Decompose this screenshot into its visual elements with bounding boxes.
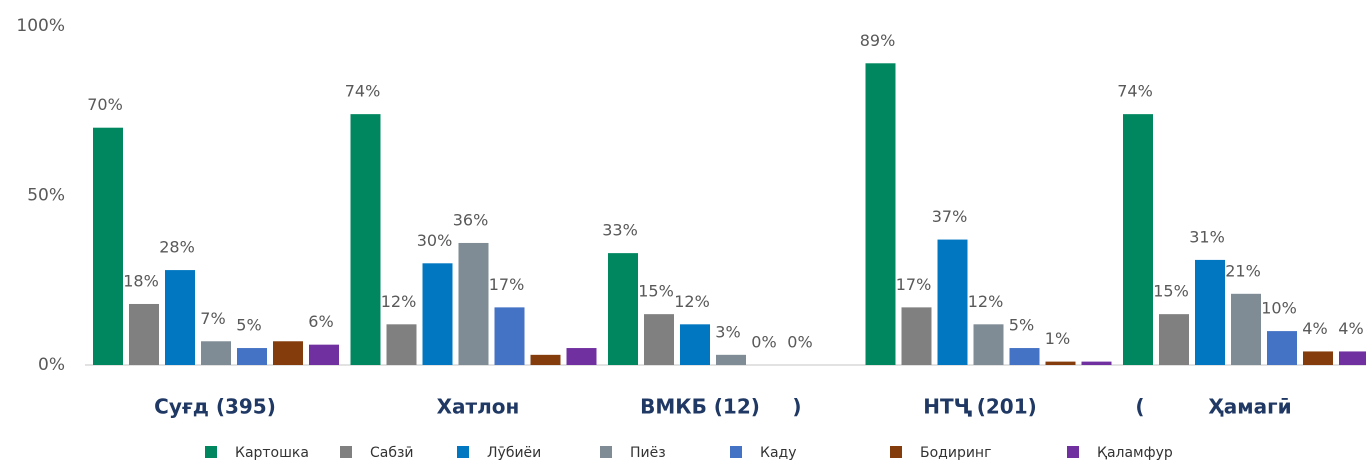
legend-marker (205, 446, 217, 458)
x-tick-label: Суғд (395) (154, 395, 276, 419)
bar (422, 263, 453, 365)
bar (1009, 348, 1040, 365)
bar (273, 341, 303, 365)
bar (93, 127, 123, 365)
bar (566, 348, 597, 365)
data-label: 15% (638, 282, 674, 301)
data-label: 28% (159, 238, 195, 257)
data-label: 30% (417, 231, 453, 250)
bar (458, 242, 489, 365)
y-tick-label: 0% (38, 355, 65, 375)
bar (608, 253, 638, 365)
data-label: 31% (1189, 227, 1225, 246)
bar (350, 114, 381, 365)
bar (901, 307, 932, 365)
data-label: 5% (1009, 316, 1034, 335)
data-label: 12% (381, 292, 417, 311)
data-label: 21% (1225, 261, 1261, 280)
data-label: 0% (751, 333, 776, 352)
bar (1267, 331, 1297, 365)
bar (644, 314, 674, 365)
data-label: 36% (453, 210, 489, 229)
data-label: 89% (860, 31, 896, 50)
annotation: ) (792, 395, 801, 419)
x-tick-label: Ҳамагӣ (1208, 395, 1291, 419)
data-label: 74% (1117, 82, 1153, 101)
data-label: 18% (123, 271, 159, 290)
bar (1339, 351, 1366, 365)
legend-marker (457, 446, 469, 458)
data-label: 70% (87, 95, 123, 114)
bar (865, 63, 896, 365)
bar (237, 348, 267, 365)
data-label: 4% (1338, 319, 1363, 338)
data-label: 17% (896, 275, 932, 294)
bar (1123, 114, 1153, 365)
y-tick-label: 100% (16, 16, 65, 36)
data-label: 3% (715, 322, 740, 341)
data-label: 12% (674, 292, 710, 311)
legend-label: Сабзӣ (370, 445, 414, 461)
legend-label: Картошка (235, 445, 309, 461)
bar (129, 303, 159, 365)
data-label: 4% (1302, 319, 1327, 338)
bar (937, 239, 968, 365)
bar (386, 324, 417, 365)
annotation: ( (1135, 395, 1144, 419)
data-label: 33% (602, 221, 638, 240)
legend-label: Лӯбиёи (487, 445, 541, 461)
data-label: 1% (1045, 329, 1070, 348)
bar (1081, 361, 1112, 365)
data-label: 12% (968, 292, 1004, 311)
legend-label: Каду (760, 445, 796, 461)
bar (201, 341, 231, 365)
legend-marker (600, 446, 612, 458)
legend-marker (340, 446, 352, 458)
bar (309, 344, 339, 365)
legend-marker (890, 446, 902, 458)
data-label: 7% (200, 309, 225, 328)
x-tick-label: Хатлон (437, 395, 520, 419)
legend-marker (1067, 446, 1079, 458)
data-label: 5% (236, 316, 261, 335)
bar (494, 307, 525, 365)
data-label: 37% (932, 207, 968, 226)
bar (1303, 351, 1333, 365)
bar (530, 354, 561, 365)
data-label: 6% (308, 312, 333, 331)
legend-label: Бодиринг (920, 445, 991, 461)
data-label: 10% (1261, 299, 1297, 318)
bar (680, 324, 710, 365)
legend-label: Қаламфур (1097, 445, 1173, 461)
bar (1231, 293, 1261, 365)
data-label: 74% (345, 82, 381, 101)
data-label: 0% (787, 333, 812, 352)
bar (1195, 259, 1225, 365)
y-tick-label: 50% (27, 186, 65, 206)
x-tick-label: ВМКБ (12) (640, 395, 760, 419)
data-label: 15% (1153, 282, 1189, 301)
data-label: 17% (489, 275, 525, 294)
legend-marker (730, 446, 742, 458)
bar (973, 324, 1004, 365)
bar (1045, 361, 1076, 365)
bar (716, 354, 746, 365)
legend-label: Пиёз (630, 445, 666, 461)
bar (1159, 314, 1189, 365)
x-tick-label: НТҶ (201) (923, 395, 1037, 419)
bar (165, 270, 195, 365)
